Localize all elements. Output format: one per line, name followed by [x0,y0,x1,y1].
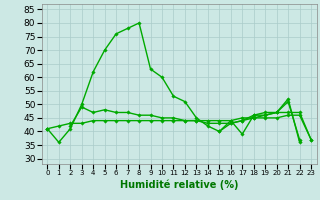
X-axis label: Humidité relative (%): Humidité relative (%) [120,179,238,190]
